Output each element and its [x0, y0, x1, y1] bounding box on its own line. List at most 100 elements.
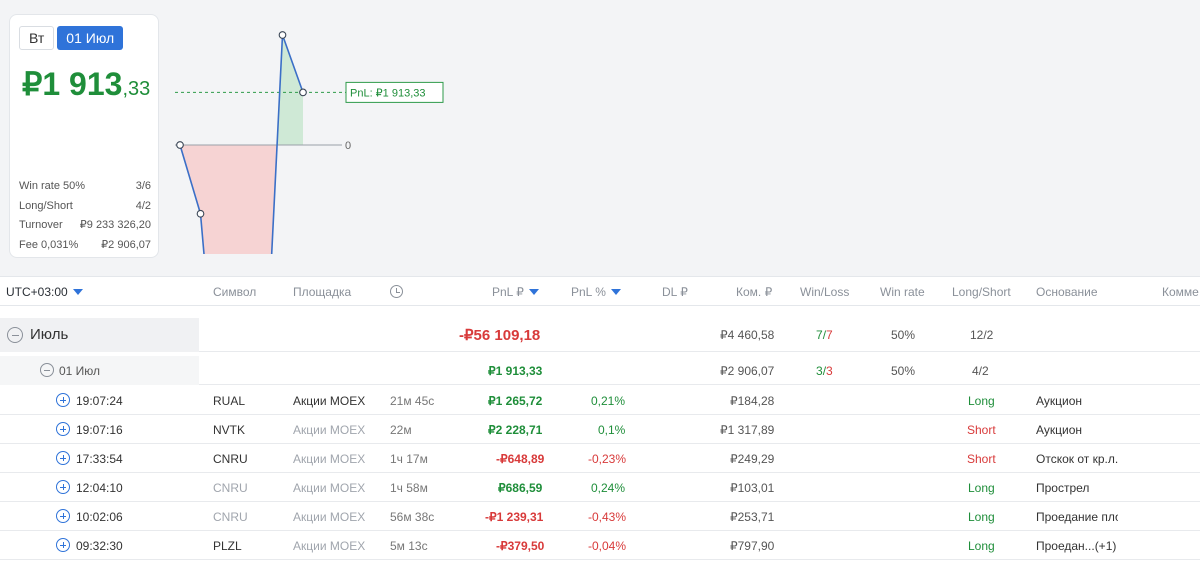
month-win-loss-sep: / — [822, 328, 827, 342]
stat-label: Win rate 50% — [19, 180, 86, 192]
stat-win-rate: Win rate 50% 3/6 — [19, 177, 151, 197]
trade-row[interactable]: 19:07:24 RUAL Акции MOEX 21м 45с ₽1 265,… — [0, 386, 1200, 415]
collapse-icon[interactable] — [7, 327, 23, 343]
stat-value: ₽9 233 326,20 — [79, 219, 151, 231]
trade-duration: 56м 38с — [390, 510, 435, 524]
day-group-row[interactable]: 01 Июл ₽1 913,33 ₽2 906,07 3/3 50% 4/2 — [0, 356, 1200, 385]
trade-commission: ₽253,71 — [730, 510, 775, 524]
stat-label: Fee 0,031% — [19, 238, 79, 251]
col-reason[interactable]: Основание — [1036, 285, 1098, 299]
zero-label: 0 — [345, 140, 351, 152]
day-summary-card: Вт 01 Июл ₽1 913,33 Win rate 50% 3/6 Lon… — [9, 14, 159, 258]
date-button[interactable]: 01 Июл — [57, 26, 124, 50]
month-win-rate: 50% — [891, 328, 916, 342]
trade-side: Long — [968, 539, 995, 553]
trade-row[interactable]: 09:32:30 PLZL Акции MOEX 5м 13с -₽379,50… — [0, 531, 1200, 560]
trade-pnl: -₽1 239,31 — [485, 510, 544, 524]
trade-duration: 5м 13с — [390, 539, 428, 553]
trade-pnl-pct: 0,21% — [591, 394, 626, 408]
day-stats: Win rate 50% 3/6 Long/Short 4/2 Turnover… — [19, 177, 151, 255]
trade-reason: Аукцион — [1036, 423, 1082, 437]
trade-duration: 1ч 58м — [390, 481, 428, 495]
trade-commission: ₽797,90 — [730, 539, 775, 553]
day-lead-cell — [0, 356, 199, 385]
col-pnl[interactable]: PnL ₽ — [492, 285, 539, 299]
trade-duration: 1ч 17м — [390, 452, 428, 466]
trade-pnl-pct: 0,1% — [598, 423, 626, 437]
trade-row[interactable]: 19:07:16 NVTK Акции MOEX 22м ₽2 228,71 0… — [0, 415, 1200, 444]
intraday-pnl-chart: 0 PnL: ₽1 913,33 — [175, 31, 444, 254]
trade-row[interactable]: 12:04:10 CNRU Акции MOEX 1ч 58м ₽686,59 … — [0, 473, 1200, 502]
trade-row[interactable]: 17:33:54 CNRU Акции MOEX 1ч 17м -₽648,89… — [0, 444, 1200, 473]
trade-pnl: -₽379,50 — [496, 539, 545, 553]
col-venue[interactable]: Площадка — [293, 285, 352, 299]
trade-side: Long — [968, 510, 995, 524]
stat-fee: Fee 0,031% ₽2 906,07 — [19, 236, 151, 256]
day-label: 01 Июл — [59, 364, 101, 378]
trade-duration: 21м 45с — [390, 394, 435, 408]
trade-reason: Проедан...(+1) — [1036, 539, 1117, 553]
col-pnl-pct-label: PnL % — [571, 285, 606, 299]
sort-down-icon — [528, 289, 539, 295]
expand-icon[interactable] — [56, 393, 70, 407]
negative-area — [180, 145, 278, 254]
trade-venue: Акции MOEX — [293, 452, 366, 466]
expand-icon[interactable] — [56, 538, 70, 552]
col-dl[interactable]: DL ₽ — [662, 285, 688, 299]
stat-turnover: Turnover ₽9 233 326,20 — [19, 216, 151, 236]
stat-value: ₽2 906,07 — [101, 238, 151, 251]
day-win-loss-sep: / — [822, 364, 827, 378]
timezone-selector[interactable]: UTC+03:00 — [6, 285, 83, 299]
col-win-rate[interactable]: Win rate — [880, 285, 925, 299]
trade-pnl-pct: -0,43% — [588, 510, 627, 524]
pnl-data-point — [278, 31, 287, 39]
chevron-down-icon — [72, 289, 83, 295]
expand-icon[interactable] — [56, 480, 70, 494]
trade-reason: Аукцион — [1036, 394, 1082, 408]
trade-reason: Проедание пло — [1036, 510, 1118, 524]
pnl-data-point — [299, 88, 307, 97]
weekday-button[interactable]: Вт — [19, 26, 55, 50]
trades-table: UTC+03:00 Символ Площадка PnL ₽ PnL % DL… — [0, 276, 1200, 578]
trade-pnl: ₽2 228,71 — [488, 423, 543, 437]
stat-long-short: Long/Short 4/2 — [19, 197, 151, 217]
stat-label: Turnover — [19, 219, 63, 231]
day-losses: 3 — [826, 364, 833, 378]
stat-value: 4/2 — [135, 199, 151, 212]
trade-row[interactable]: 10:02:06 CNRU Акции MOEX 56м 38с -₽1 239… — [0, 502, 1200, 531]
col-comment[interactable]: Комме — [1162, 285, 1199, 299]
trade-time: 19:07:16 — [76, 423, 123, 437]
expand-icon[interactable] — [56, 451, 70, 465]
col-long-short[interactable]: Long/Short — [952, 285, 1011, 299]
trade-symbol: NVTK — [213, 423, 246, 437]
month-losses: 7 — [826, 328, 833, 342]
col-symbol[interactable]: Символ — [213, 285, 257, 299]
table-header: UTC+03:00 Символ Площадка PnL ₽ PnL % DL… — [0, 276, 1200, 306]
trade-side: Short — [967, 423, 996, 437]
trade-pnl-pct: -0,23% — [588, 452, 627, 466]
trade-side: Short — [967, 452, 996, 466]
trade-time: 12:04:10 — [76, 481, 123, 495]
trade-reason: Отскок от кр.л. — [1036, 452, 1118, 466]
month-group-row[interactable]: Июль -₽56 109,18 ₽4 460,58 7/7 50% 12/2 — [0, 318, 1200, 352]
trade-pnl-pct: -0,04% — [588, 539, 627, 553]
day-win-loss: 3/3 — [816, 364, 833, 378]
col-win-loss[interactable]: Win/Loss — [800, 285, 850, 299]
collapse-icon[interactable] — [40, 363, 54, 377]
trade-commission: ₽249,29 — [730, 452, 775, 466]
trade-venue: Акции MOEX — [293, 423, 366, 437]
month-label: Июль — [30, 326, 69, 343]
trade-time: 17:33:54 — [76, 452, 123, 466]
pnl-data-point — [196, 209, 205, 218]
day-long-short: 4/2 — [972, 364, 989, 378]
col-commission[interactable]: Ком. ₽ — [736, 285, 773, 299]
expand-icon[interactable] — [56, 509, 70, 523]
col-pnl-pct[interactable]: PnL % — [571, 285, 621, 299]
expand-icon[interactable] — [56, 422, 70, 436]
month-pnl: -₽56 109,18 — [459, 327, 541, 344]
trade-commission: ₽103,01 — [730, 481, 775, 495]
clock-icon[interactable] — [390, 285, 403, 298]
positive-area — [277, 35, 303, 145]
trade-side: Long — [968, 481, 995, 495]
trade-venue: Акции MOEX — [293, 539, 366, 553]
